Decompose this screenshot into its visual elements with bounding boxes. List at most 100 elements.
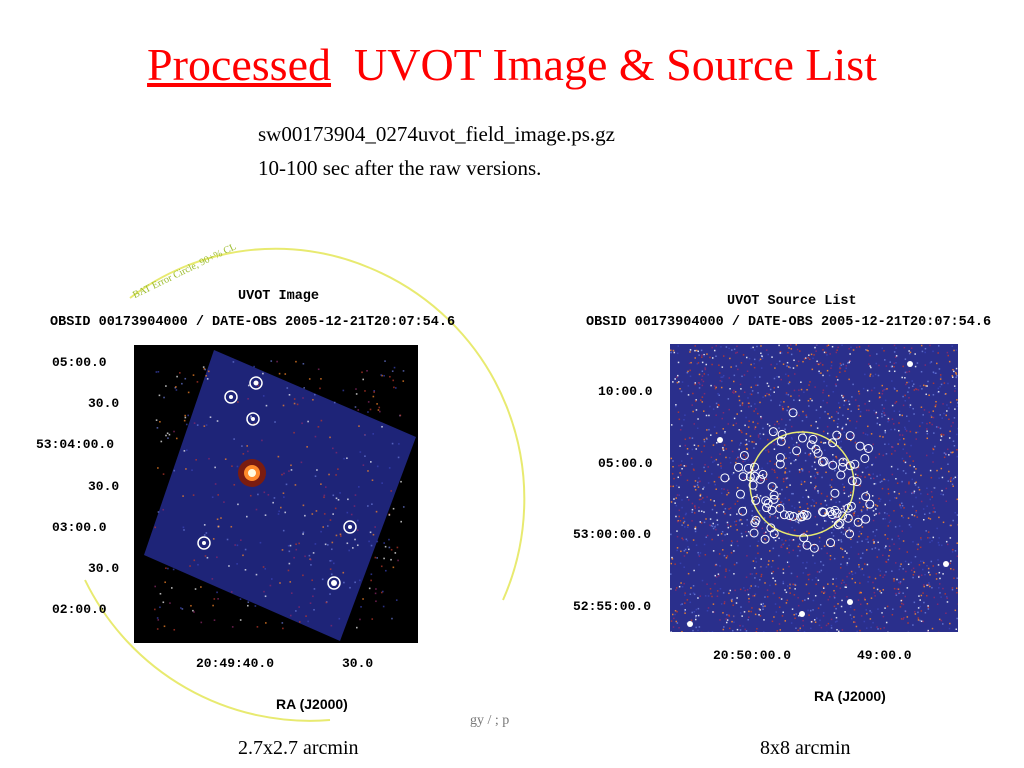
noise-pixel <box>684 612 686 614</box>
noise-pixel <box>250 415 252 418</box>
noise-pixel <box>910 526 912 528</box>
noise-pixel <box>686 551 688 554</box>
noise-pixel <box>937 352 939 354</box>
noise-pixel <box>764 605 766 607</box>
noise-pixel <box>170 587 173 589</box>
noise-pixel <box>676 494 679 496</box>
noise-pixel <box>884 414 887 417</box>
noise-pixel <box>879 424 881 426</box>
source-circle <box>785 510 795 520</box>
noise-pixel <box>835 616 838 619</box>
noise-pixel <box>909 464 911 467</box>
noise-pixel <box>356 544 359 547</box>
noise-pixel <box>932 382 935 385</box>
noise-pixel <box>706 583 708 585</box>
noise-pixel <box>156 427 159 429</box>
noise-pixel <box>956 374 958 377</box>
noise-pixel <box>724 507 727 510</box>
noise-pixel <box>917 389 920 391</box>
noise-pixel <box>694 489 697 491</box>
noise-pixel <box>932 371 935 373</box>
noise-pixel <box>376 557 379 559</box>
noise-pixel <box>764 538 766 540</box>
noise-pixel <box>693 512 696 514</box>
noise-pixel <box>851 530 853 533</box>
noise-pixel <box>678 418 681 421</box>
noise-pixel <box>902 470 905 472</box>
noise-pixel <box>753 366 756 369</box>
noise-pixel <box>339 492 341 494</box>
noise-pixel <box>944 452 947 455</box>
noise-pixel <box>866 507 869 510</box>
noise-pixel <box>746 519 748 521</box>
noise-pixel <box>400 480 402 483</box>
noise-pixel <box>946 410 948 412</box>
noise-pixel <box>812 554 814 557</box>
noise-pixel <box>855 346 858 349</box>
noise-pixel <box>756 545 759 547</box>
noise-pixel <box>752 461 755 464</box>
noise-pixel <box>850 538 852 541</box>
noise-pixel <box>950 425 953 427</box>
uvot-source-list-image <box>670 344 958 632</box>
noise-pixel <box>677 345 680 347</box>
noise-pixel <box>736 628 739 631</box>
noise-pixel <box>931 423 933 426</box>
noise-pixel <box>714 574 716 577</box>
noise-pixel <box>763 517 766 519</box>
noise-pixel <box>781 406 784 408</box>
source-circle <box>768 427 778 437</box>
noise-pixel <box>869 375 871 377</box>
noise-pixel <box>770 363 772 366</box>
noise-pixel <box>847 408 849 411</box>
noise-pixel <box>700 399 702 401</box>
noise-pixel <box>914 482 916 485</box>
noise-pixel <box>920 500 923 503</box>
noise-pixel <box>751 441 753 443</box>
noise-pixel <box>902 448 904 450</box>
noise-pixel <box>730 552 733 554</box>
noise-pixel <box>164 581 166 584</box>
noise-pixel <box>932 452 934 454</box>
noise-pixel <box>785 424 787 426</box>
noise-pixel <box>773 423 776 426</box>
noise-pixel <box>837 603 839 605</box>
source-circle <box>860 453 870 463</box>
noise-pixel <box>778 505 780 507</box>
noise-pixel <box>779 629 782 631</box>
noise-pixel <box>931 539 933 542</box>
noise-pixel <box>806 388 808 391</box>
noise-pixel <box>780 352 783 354</box>
noise-pixel <box>692 392 694 395</box>
noise-pixel <box>827 344 830 347</box>
noise-pixel <box>314 435 317 438</box>
noise-pixel <box>872 473 874 475</box>
noise-pixel <box>327 544 329 546</box>
noise-pixel <box>829 516 831 519</box>
noise-pixel <box>197 563 199 566</box>
noise-pixel <box>793 529 796 532</box>
noise-pixel <box>293 398 296 400</box>
noise-pixel <box>839 362 842 365</box>
noise-pixel <box>887 420 889 423</box>
noise-pixel <box>817 549 820 552</box>
noise-pixel <box>317 426 320 428</box>
noise-pixel <box>745 630 748 632</box>
noise-pixel <box>710 384 712 387</box>
noise-pixel <box>173 469 176 472</box>
noise-pixel <box>760 558 763 560</box>
noise-pixel <box>897 468 899 470</box>
noise-pixel <box>818 540 821 543</box>
noise-pixel <box>755 489 757 491</box>
noise-pixel <box>847 512 849 515</box>
noise-pixel <box>802 619 804 622</box>
noise-pixel <box>338 617 341 620</box>
noise-pixel <box>712 603 715 605</box>
noise-pixel <box>782 503 785 505</box>
noise-pixel <box>865 348 867 351</box>
source-circle <box>779 510 789 520</box>
noise-pixel <box>830 486 833 488</box>
noise-pixel <box>278 372 281 375</box>
noise-pixel <box>760 352 762 355</box>
noise-pixel <box>877 541 879 544</box>
